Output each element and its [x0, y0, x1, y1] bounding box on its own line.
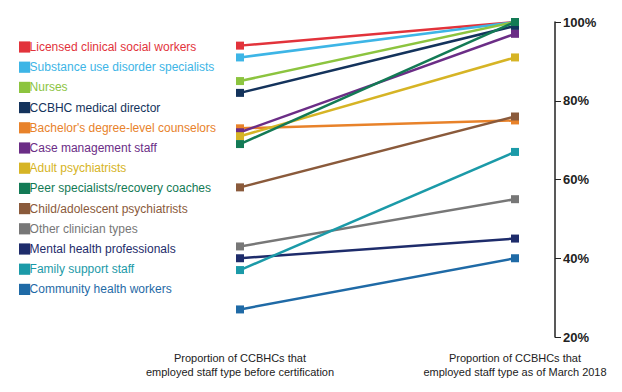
- svg-text:Case management staff: Case management staff: [30, 141, 158, 155]
- svg-text:employed staff type as of Marc: employed staff type as of March 2018: [423, 366, 606, 378]
- svg-text:employed staff type before cer: employed staff type before certification: [146, 366, 334, 378]
- svg-text:60%: 60%: [563, 172, 589, 187]
- svg-text:Peer specialists/recovery coac: Peer specialists/recovery coaches: [30, 181, 211, 195]
- svg-text:Bachelor's degree-level counse: Bachelor's degree-level counselors: [30, 121, 216, 135]
- svg-text:Nurses: Nurses: [30, 80, 68, 94]
- svg-text:Child/adolescent psychiatrists: Child/adolescent psychiatrists: [30, 202, 188, 216]
- svg-text:Family support staff: Family support staff: [30, 262, 135, 276]
- svg-text:Community health workers: Community health workers: [30, 282, 172, 296]
- svg-text:Licensed clinical social worke: Licensed clinical social workers: [30, 40, 197, 54]
- svg-text:100%: 100%: [563, 15, 597, 30]
- svg-text:Mental health professionals: Mental health professionals: [30, 242, 176, 256]
- svg-text:Other clinician types: Other clinician types: [30, 222, 138, 236]
- svg-text:40%: 40%: [563, 251, 589, 266]
- svg-text:Adult psychiatrists: Adult psychiatrists: [30, 161, 127, 175]
- svg-text:80%: 80%: [563, 93, 589, 108]
- svg-text:Proportion of CCBHCs that: Proportion of CCBHCs that: [174, 352, 306, 364]
- svg-text:CCBHC medical director: CCBHC medical director: [30, 101, 161, 115]
- svg-text:Substance use disorder special: Substance use disorder specialists: [30, 60, 215, 74]
- svg-text:20%: 20%: [563, 330, 589, 345]
- svg-text:Proportion of CCBHCs that: Proportion of CCBHCs that: [449, 352, 581, 364]
